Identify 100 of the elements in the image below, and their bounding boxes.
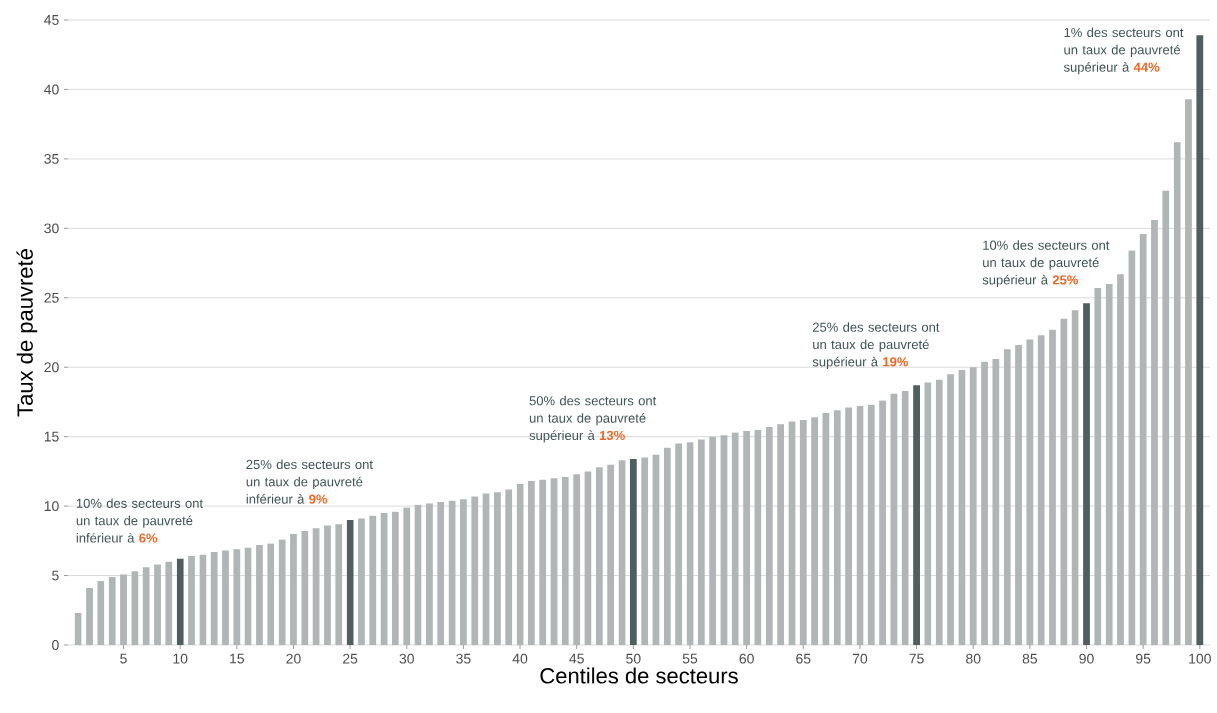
bar <box>1105 283 1113 645</box>
bar <box>992 358 1000 645</box>
bar <box>913 385 920 645</box>
x-tick-label: 70 <box>852 653 868 664</box>
bar <box>403 507 411 645</box>
bar <box>573 474 581 645</box>
x-tick-label: 40 <box>512 653 528 664</box>
bar <box>1196 35 1204 645</box>
bar <box>697 439 705 645</box>
bar <box>527 481 535 645</box>
x-tick-label: 60 <box>739 653 754 664</box>
annotation: 10% des secteurs ont un taux de pauvreté inférieur à 6% <box>76 498 203 543</box>
bar <box>1015 344 1022 645</box>
bar <box>86 588 93 645</box>
bar <box>233 549 241 645</box>
bar <box>437 501 445 645</box>
bar <box>675 443 683 645</box>
annotation: 1% des secteurs ont un taux de pauvreté supérieur à 44% <box>1063 27 1184 75</box>
bar <box>1060 318 1068 645</box>
bar <box>1026 339 1034 645</box>
bar <box>663 447 671 645</box>
x-tick-label: 20 <box>286 653 301 664</box>
bar <box>1173 142 1181 645</box>
x-axis-title: Centiles de secteurs <box>540 667 738 684</box>
bar <box>845 407 852 645</box>
annotation: 25% des secteurs ont un taux de pauvreté inférieur à 9% <box>246 459 373 504</box>
x-tick-label: 90 <box>1079 653 1094 664</box>
bar <box>709 436 717 645</box>
x-tick-label: 100 <box>1189 653 1211 664</box>
x-tick-label: 30 <box>399 653 414 664</box>
bar <box>777 424 785 645</box>
x-tick-label: 65 <box>796 653 811 664</box>
bar <box>335 524 343 645</box>
y-axis-title: Taux de pauvreté <box>16 249 38 417</box>
y-tick-label: 25 <box>44 292 59 303</box>
bar <box>154 564 161 645</box>
bar <box>879 400 886 645</box>
bar <box>493 492 501 645</box>
bar <box>108 576 116 645</box>
x-tick-label: 25 <box>343 653 358 664</box>
bar <box>1083 303 1090 645</box>
x-tick-label: 5 <box>120 653 127 664</box>
bar <box>426 503 433 645</box>
bar <box>346 519 354 645</box>
annotation: 10% des secteurs ont un taux de pauvreté supérieur à 25% <box>982 240 1110 288</box>
bar <box>256 544 263 645</box>
annotation: 25% des secteurs ont un taux de pauvreté supérieur à 19% <box>812 322 940 369</box>
bar <box>947 374 954 645</box>
bar <box>935 379 943 645</box>
bar <box>460 499 467 645</box>
x-tick-label: 95 <box>1136 653 1151 664</box>
bar <box>120 574 127 645</box>
x-tick-label: 80 <box>966 653 981 664</box>
bar <box>176 558 184 645</box>
y-tick-label: 15 <box>44 431 59 442</box>
y-tick-label: 10 <box>44 501 59 512</box>
annotation: 50% des secteurs ont un taux de pauvreté supérieur à 13% <box>529 395 657 443</box>
bar <box>358 518 365 645</box>
bar <box>1117 274 1124 645</box>
x-tick-label: 75 <box>909 653 924 664</box>
x-tick-label: 10 <box>173 653 188 664</box>
y-tick-label: 20 <box>44 362 59 373</box>
bar <box>799 419 807 645</box>
bar <box>1151 220 1158 645</box>
bar <box>1094 288 1102 645</box>
bar <box>833 410 841 645</box>
bar <box>1003 349 1011 645</box>
bar <box>595 467 603 645</box>
bar <box>324 525 331 645</box>
x-tick-label: 85 <box>1022 653 1038 664</box>
x-tick-label: 15 <box>230 653 245 664</box>
bar <box>765 426 773 645</box>
y-tick-label: 35 <box>44 153 59 164</box>
bar <box>267 543 275 645</box>
bar <box>188 556 195 645</box>
bar <box>165 561 173 645</box>
y-tick-label: 45 <box>44 15 59 25</box>
bar <box>867 404 875 645</box>
bar <box>981 361 988 645</box>
bar <box>1162 190 1170 645</box>
bar <box>505 489 513 645</box>
bar <box>97 581 105 645</box>
bar <box>290 533 297 645</box>
bar <box>278 539 286 645</box>
bar <box>222 550 229 645</box>
x-tick-label: 45 <box>569 653 584 664</box>
y-tick-label: 40 <box>44 84 59 95</box>
bar <box>1037 335 1045 645</box>
x-tick-label: 35 <box>456 653 471 664</box>
bar <box>539 479 547 645</box>
y-tick-label: 5 <box>52 570 59 581</box>
bar <box>629 458 637 645</box>
y-tick-label: 30 <box>44 223 59 234</box>
bar <box>1185 99 1192 645</box>
bar <box>369 515 377 645</box>
x-tick-label: 50 <box>626 653 641 664</box>
bar <box>607 464 615 645</box>
x-tick-label: 55 <box>682 653 698 664</box>
bar <box>210 551 218 645</box>
y-tick-label: 0 <box>52 640 59 650</box>
